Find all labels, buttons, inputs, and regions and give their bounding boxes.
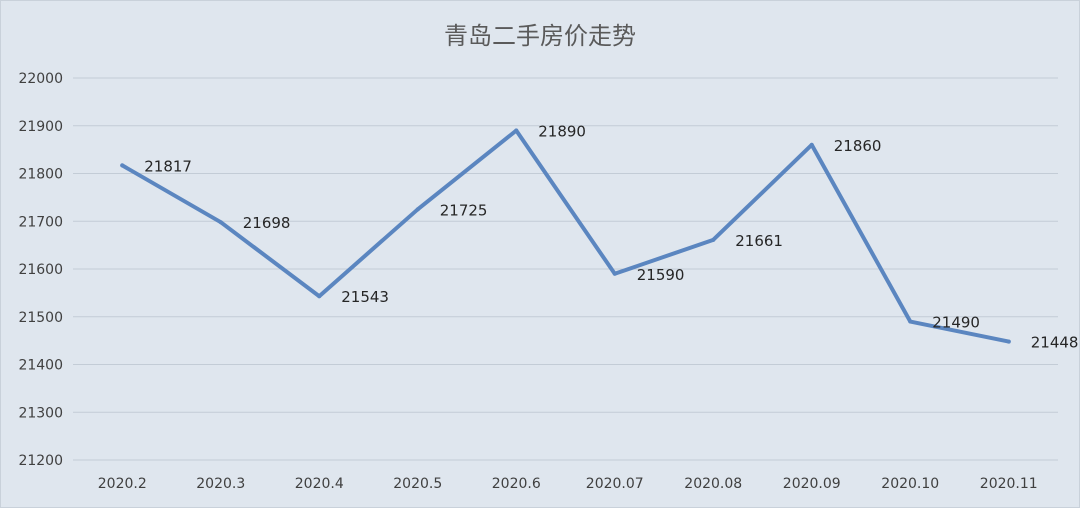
x-tick-label: 2020.10	[881, 476, 939, 492]
x-tick-label: 2020.3	[196, 476, 245, 492]
x-axis-ticks: 2020.2 2020.3 2020.4 2020.5 2020.6 2020.07 202…	[98, 476, 1038, 492]
data-label: 21725	[440, 201, 488, 219]
data-label: 21698	[243, 214, 291, 232]
y-tick-label: 21500	[18, 310, 63, 326]
y-tick-label: 21900	[18, 119, 63, 135]
y-tick-label: 21400	[18, 358, 63, 374]
data-point	[415, 207, 420, 212]
series-line	[120, 128, 1011, 344]
data-labels: 21817 21698 21543 21725 21890 21590 21661 21860…	[144, 123, 1078, 352]
x-tick-label: 2020.6	[492, 476, 541, 492]
y-tick-label: 21700	[18, 214, 63, 230]
x-tick-label: 2020.09	[783, 476, 841, 492]
data-label: 21543	[341, 288, 389, 306]
data-point	[612, 271, 617, 276]
x-tick-label: 2020.2	[98, 476, 147, 492]
data-point	[809, 142, 814, 147]
data-point	[120, 163, 125, 168]
series-layer	[120, 128, 1011, 344]
data-point	[514, 128, 519, 133]
x-tick-label: 2020.08	[684, 476, 742, 492]
y-tick-label: 21600	[18, 262, 63, 278]
data-point	[317, 294, 322, 299]
chart-title: 青岛二手房价走势	[444, 22, 636, 50]
y-tick-label: 21200	[18, 453, 63, 469]
data-label: 21490	[932, 314, 980, 332]
data-label: 21817	[144, 157, 192, 175]
x-tick-label: 2020.07	[586, 476, 644, 492]
data-label: 21661	[735, 232, 783, 250]
gridlines	[73, 77, 1058, 461]
data-point	[218, 220, 223, 225]
y-axis-ticks: 21200 21300 21400 21500 21600 21700 21800 21900…	[18, 71, 63, 469]
y-tick-label: 21300	[18, 405, 63, 421]
data-point	[1006, 339, 1011, 344]
data-label: 21590	[637, 266, 685, 284]
data-point	[908, 319, 913, 324]
data-label: 21890	[538, 123, 586, 141]
x-tick-label: 2020.4	[295, 476, 344, 492]
data-label: 21448	[1031, 334, 1079, 352]
data-label: 21860	[834, 137, 882, 155]
y-tick-label: 22000	[18, 71, 63, 87]
y-tick-label: 21800	[18, 167, 63, 183]
x-tick-label: 2020.5	[393, 476, 442, 492]
x-tick-label: 2020.11	[980, 476, 1038, 492]
data-point	[711, 237, 716, 242]
